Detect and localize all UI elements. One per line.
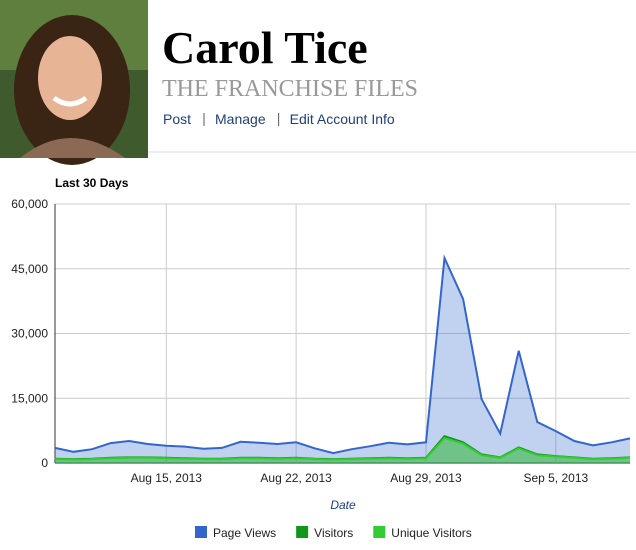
legend-label: Visitors <box>314 526 353 540</box>
x-axis-title: Date <box>330 498 356 512</box>
y-tick-label: 45,000 <box>11 262 48 276</box>
legend-swatch <box>373 526 386 538</box>
line <box>54 436 631 461</box>
chart-title: Last 30 Days <box>55 176 129 190</box>
y-tick-label: 0 <box>41 456 48 470</box>
y-tick-label: 60,000 <box>11 197 48 211</box>
legend-label: Page Views <box>213 526 276 540</box>
profile-name: Carol Tice <box>162 22 368 73</box>
nav-link[interactable]: Post <box>163 111 191 127</box>
legend-swatch <box>296 526 309 538</box>
line <box>54 254 631 455</box>
x-tick-label: Aug 22, 2013 <box>260 471 332 485</box>
x-tick-label: Sep 5, 2013 <box>523 471 588 485</box>
legend-label: Unique Visitors <box>391 526 471 540</box>
nav-link[interactable]: Manage <box>215 111 266 127</box>
nav-link[interactable]: Edit Account Info <box>290 111 395 127</box>
blog-title: THE FRANCHISE FILES <box>162 76 418 102</box>
legend-swatch <box>195 526 207 538</box>
x-tick-label: Aug 15, 2013 <box>131 471 203 485</box>
profile-photo <box>0 0 148 165</box>
y-tick-label: 15,000 <box>11 391 48 405</box>
y-tick-label: 30,000 <box>11 327 48 341</box>
area <box>55 258 630 463</box>
x-tick-label: Aug 29, 2013 <box>390 471 462 485</box>
